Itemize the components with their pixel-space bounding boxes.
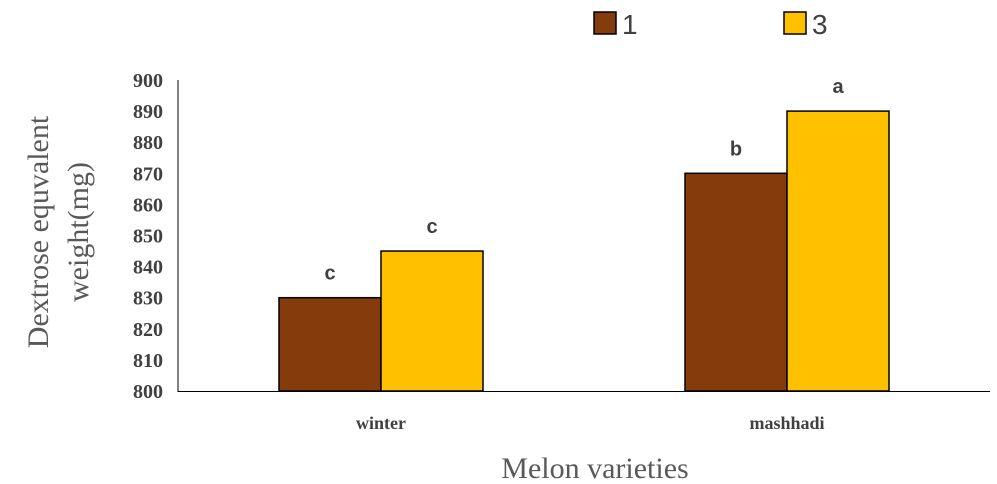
y-tick-label: 880: [133, 132, 163, 154]
data-label: c: [426, 216, 437, 238]
y-tick-label: 850: [133, 226, 163, 248]
y-axis-title-line-2: weight(mg): [62, 162, 95, 302]
data-label: a: [832, 76, 844, 98]
y-axis-title: Dextrose equvalent weight(mg): [22, 115, 95, 348]
bar-winter-series-3: [380, 250, 484, 392]
bar-mashhadi-series-1: [684, 172, 788, 392]
y-tick-label: 830: [133, 288, 163, 310]
x-axis-categories: winter mashhadi: [356, 413, 825, 433]
y-tick-label: 820: [133, 319, 163, 341]
legend-swatch: [593, 11, 617, 35]
bars: [278, 110, 890, 392]
y-tick-label: 870: [133, 163, 163, 185]
data-labels: c c b a: [324, 76, 844, 285]
x-category-label: mashhadi: [749, 413, 824, 433]
data-label: b: [730, 138, 742, 160]
legend-label: 3: [812, 9, 828, 40]
bar-mashhadi-series-3: [786, 110, 890, 392]
y-tick-label: 810: [133, 350, 163, 372]
y-tick-label: 860: [133, 194, 163, 216]
legend-swatch: [783, 11, 807, 35]
y-tick-label: 900: [133, 70, 163, 92]
y-tick-label: 890: [133, 101, 163, 123]
x-category-label: winter: [356, 413, 406, 433]
y-axis-ticks: 800 810 820 830 840 850 860 870 880 890 900: [133, 70, 163, 403]
y-tick-label: 840: [133, 257, 163, 279]
bar-winter-series-1: [278, 296, 382, 392]
y-axis-title-line-1: Dextrose equvalent: [22, 115, 55, 348]
axes: [177, 80, 990, 392]
legend-label: 1: [622, 9, 638, 40]
y-tick-label: 800: [133, 381, 163, 403]
x-axis-title: Melon varieties: [501, 452, 688, 484]
data-label: c: [324, 263, 335, 285]
